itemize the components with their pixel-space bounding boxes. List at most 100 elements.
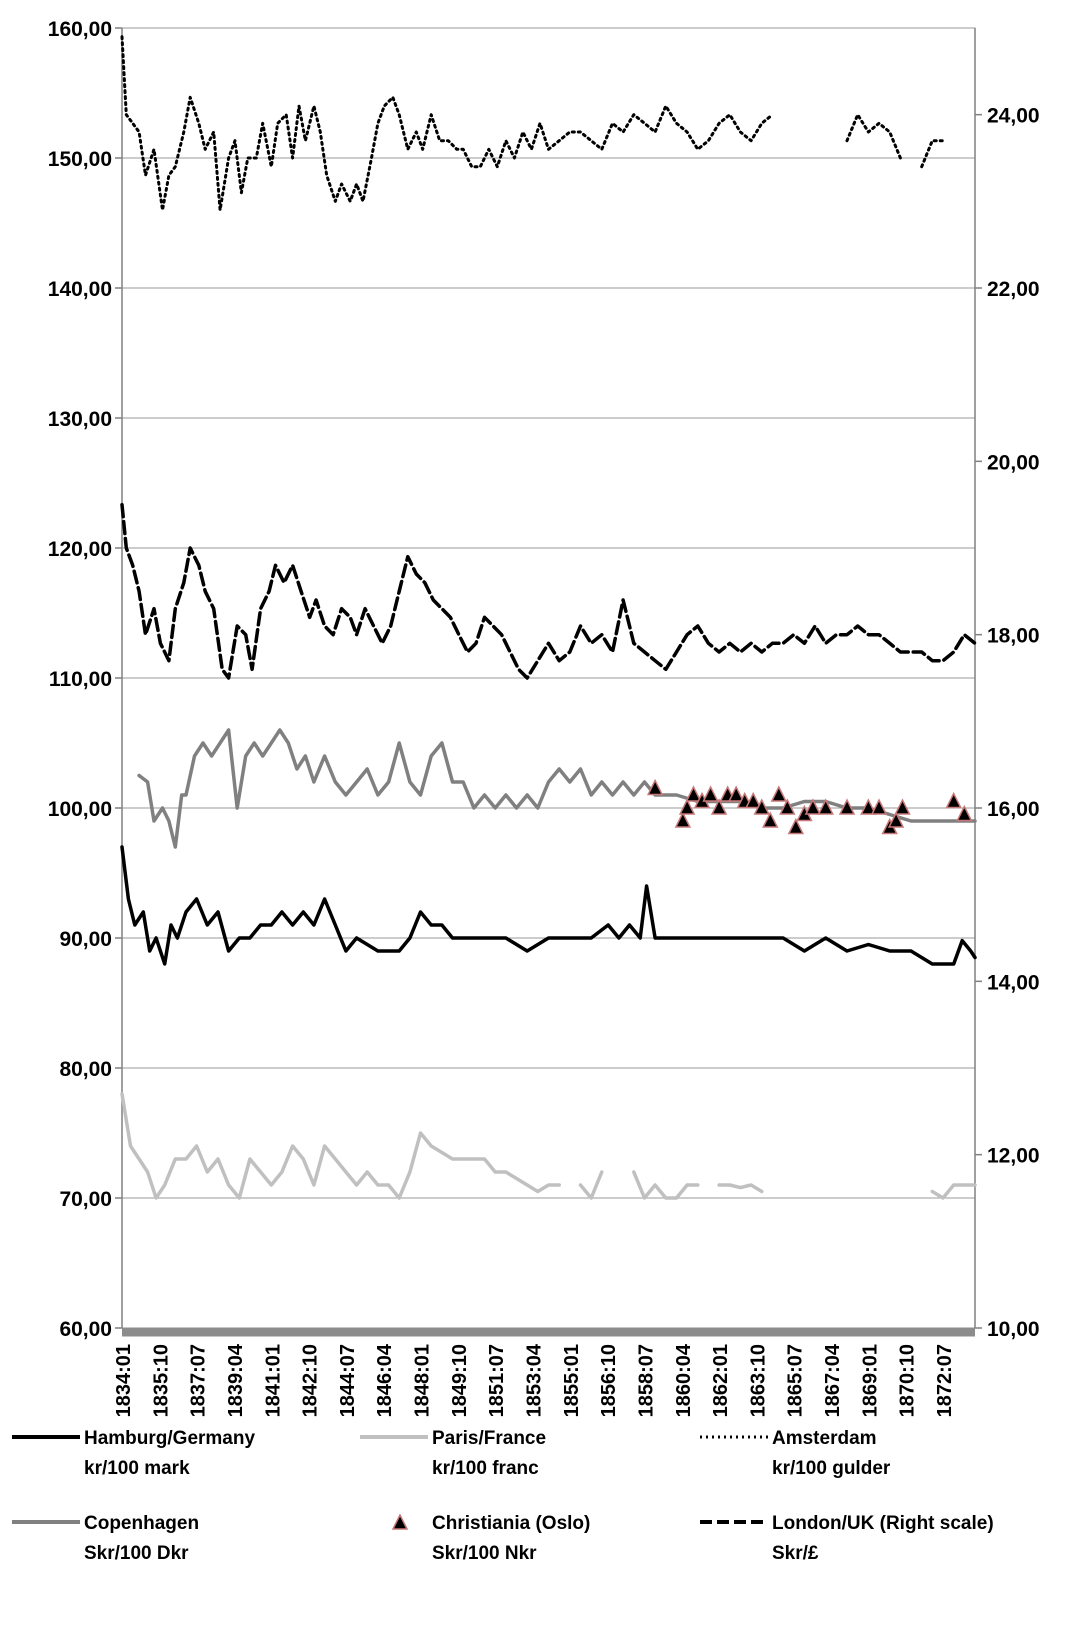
x-tick-label: 1860:04	[673, 1343, 695, 1417]
legend-item: London/UK (Right scale) Skr/£	[700, 1513, 994, 1564]
series-point	[870, 798, 888, 815]
legend-unit: Skr/£	[772, 1543, 819, 1564]
legend-item: Copenhagen Skr/100 Dkr	[12, 1513, 199, 1564]
plot-area	[121, 27, 976, 1329]
series-point	[646, 778, 664, 796]
series-line	[120, 1092, 977, 1200]
y-tick-label: 150,00	[48, 148, 112, 171]
legend-item: Christiania (Oslo) Skr/100 Nkr	[391, 1513, 590, 1564]
y-tick-label: 160,00	[48, 18, 112, 41]
legend-label: Paris/France	[432, 1428, 546, 1449]
series-point	[685, 785, 702, 802]
series-point	[804, 798, 822, 815]
series-point	[956, 804, 973, 822]
series-point	[702, 785, 719, 802]
y2-tick-label: 12,00	[987, 1145, 1040, 1168]
x-tick-label: 1863:10	[747, 1344, 769, 1417]
legend-unit: kr/100 gulder	[772, 1458, 891, 1479]
x-tick-label: 1842:10	[300, 1344, 322, 1417]
x-tick-label: 1870:10	[897, 1344, 919, 1417]
y-tick-label: 130,00	[48, 408, 112, 431]
series-point	[727, 785, 745, 802]
x-tick-label: 1841:01	[262, 1344, 284, 1417]
y-tick-label: 110,00	[49, 668, 112, 691]
x-tick-label: 1855:01	[561, 1344, 583, 1417]
y2-tick-label: 10,00	[987, 1318, 1040, 1341]
series-point	[787, 817, 805, 835]
x-tick-label: 1849:10	[449, 1344, 471, 1417]
legend-item: Hamburg/Germany kr/100 mark	[12, 1428, 255, 1479]
x-tick-label: 1869:01	[859, 1344, 881, 1417]
series-point	[838, 798, 856, 815]
x-tick-label: 1851:07	[486, 1344, 508, 1417]
series-line	[120, 35, 945, 212]
x-tick-label: 1839:04	[225, 1343, 247, 1417]
series-point	[678, 798, 696, 815]
x-tick-label: 1865:07	[785, 1344, 807, 1417]
x-axis: 1834:01 1835:10 1837:07 1839:04 1841:01 1842:…	[113, 1327, 975, 1417]
series-0	[120, 845, 977, 966]
series-1	[120, 1092, 977, 1200]
y-tick-label: 120,00	[48, 538, 112, 561]
legend-label: Amsterdam	[772, 1428, 877, 1449]
series-point	[887, 811, 905, 828]
x-tick-label: 1872:07	[934, 1344, 956, 1417]
x-tick-label: 1858:07	[635, 1344, 657, 1417]
legend-label: Copenhagen	[84, 1513, 199, 1534]
legend-unit: kr/100 mark	[84, 1458, 190, 1479]
y-tick-label: 100,00	[48, 798, 112, 821]
series-layer	[120, 35, 977, 1200]
y-tick-label: 80,00	[59, 1058, 112, 1081]
series-point	[745, 791, 762, 809]
series-2	[120, 35, 945, 212]
legend-unit: Skr/100 Nkr	[432, 1543, 537, 1564]
x-tick-label: 1837:07	[188, 1344, 210, 1417]
x-tick-label: 1834:01	[113, 1344, 135, 1417]
series-4	[646, 778, 973, 835]
legend-label: Hamburg/Germany	[84, 1428, 255, 1449]
series-5	[120, 502, 977, 680]
x-tick-label: 1848:01	[412, 1344, 434, 1417]
y-tick-label: 60,00	[59, 1318, 112, 1341]
series-point	[945, 791, 962, 809]
series-point	[762, 811, 779, 828]
legend-unit: Skr/100 Dkr	[84, 1543, 189, 1564]
y-tick-label: 90,00	[59, 928, 112, 951]
y2-tick-label: 22,00	[987, 278, 1040, 301]
series-point	[710, 798, 728, 815]
x-tick-label: 1867:04	[822, 1343, 844, 1417]
legend-label: London/UK (Right scale)	[772, 1513, 994, 1534]
series-line	[120, 502, 977, 680]
x-tick-label: 1853:04	[524, 1343, 546, 1417]
y-axis-right: 10,00 12,00 14,00 16,00 18,00 20,00 22,00 24,00	[974, 28, 1040, 1341]
y-tick-label: 140,00	[48, 278, 112, 301]
y2-tick-label: 18,00	[987, 625, 1040, 648]
series-point	[770, 785, 788, 802]
y-axis-left: 60,00 70,00 80,00 90,00 100,00 110,00 120,00 13…	[48, 18, 123, 1341]
series-point	[753, 798, 770, 815]
x-tick-label: 1844:07	[337, 1344, 359, 1417]
legend-swatch	[391, 1513, 409, 1530]
y2-tick-label: 24,00	[987, 105, 1040, 128]
series-point	[817, 798, 834, 815]
x-tick-label: 1856:10	[598, 1344, 620, 1417]
y-tick-label: 70,00	[59, 1188, 112, 1211]
x-tick-label: 1846:04	[374, 1343, 396, 1417]
legend-unit: kr/100 franc	[432, 1458, 539, 1479]
series-point	[779, 798, 796, 815]
x-tick-label: 1862:01	[710, 1344, 732, 1417]
series-point	[860, 798, 877, 815]
y2-tick-label: 20,00	[987, 451, 1040, 474]
series-line	[120, 845, 977, 966]
legend-label: Christiania (Oslo)	[432, 1513, 590, 1534]
x-tick-label: 1835:10	[150, 1344, 172, 1417]
series-point	[894, 798, 911, 815]
legend-item: Amsterdam kr/100 gulder	[700, 1428, 891, 1479]
legend-item: Paris/France kr/100 franc	[360, 1428, 546, 1479]
legend: Hamburg/Germany kr/100 mark Paris/France kr…	[12, 1428, 994, 1564]
y2-tick-label: 16,00	[987, 798, 1040, 821]
y2-tick-label: 14,00	[987, 971, 1040, 994]
series-point	[674, 811, 692, 828]
